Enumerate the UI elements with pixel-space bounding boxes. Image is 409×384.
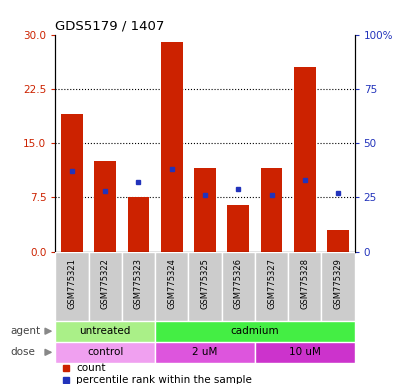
Bar [88,252,121,321]
Text: GSM775324: GSM775324 [167,258,176,309]
Bar [55,342,155,363]
Bar [326,230,348,252]
Text: dose: dose [10,347,35,358]
Bar [254,252,288,321]
Bar [155,252,188,321]
Bar [155,321,354,342]
Text: GSM775327: GSM775327 [266,258,275,310]
Text: GSM775328: GSM775328 [299,258,308,310]
Text: GSM775325: GSM775325 [200,258,209,309]
Bar [221,252,254,321]
Text: 10 uM: 10 uM [288,347,320,358]
Bar [155,342,254,363]
Text: 2 uM: 2 uM [192,347,217,358]
Bar [260,168,282,252]
Text: agent: agent [10,326,40,336]
Bar [194,168,215,252]
Text: GSM775326: GSM775326 [233,258,242,310]
Bar [293,67,315,252]
Bar [161,42,182,252]
Text: GSM775323: GSM775323 [134,258,143,310]
Bar [121,252,155,321]
Text: untreated: untreated [79,326,130,336]
Bar [227,205,248,252]
Text: GSM775329: GSM775329 [333,258,342,309]
Bar [127,197,149,252]
Bar [188,252,221,321]
Text: GSM775322: GSM775322 [101,258,110,309]
Bar [55,321,155,342]
Bar [55,252,88,321]
Text: percentile rank within the sample: percentile rank within the sample [76,375,252,384]
Text: count: count [76,363,106,373]
Text: cadmium: cadmium [230,326,279,336]
Bar [94,161,116,252]
Bar [321,252,354,321]
Bar [254,342,354,363]
Text: GSM775321: GSM775321 [67,258,76,309]
Text: control: control [87,347,123,358]
Text: GDS5179 / 1407: GDS5179 / 1407 [55,19,164,32]
Bar [61,114,83,252]
Bar [288,252,321,321]
